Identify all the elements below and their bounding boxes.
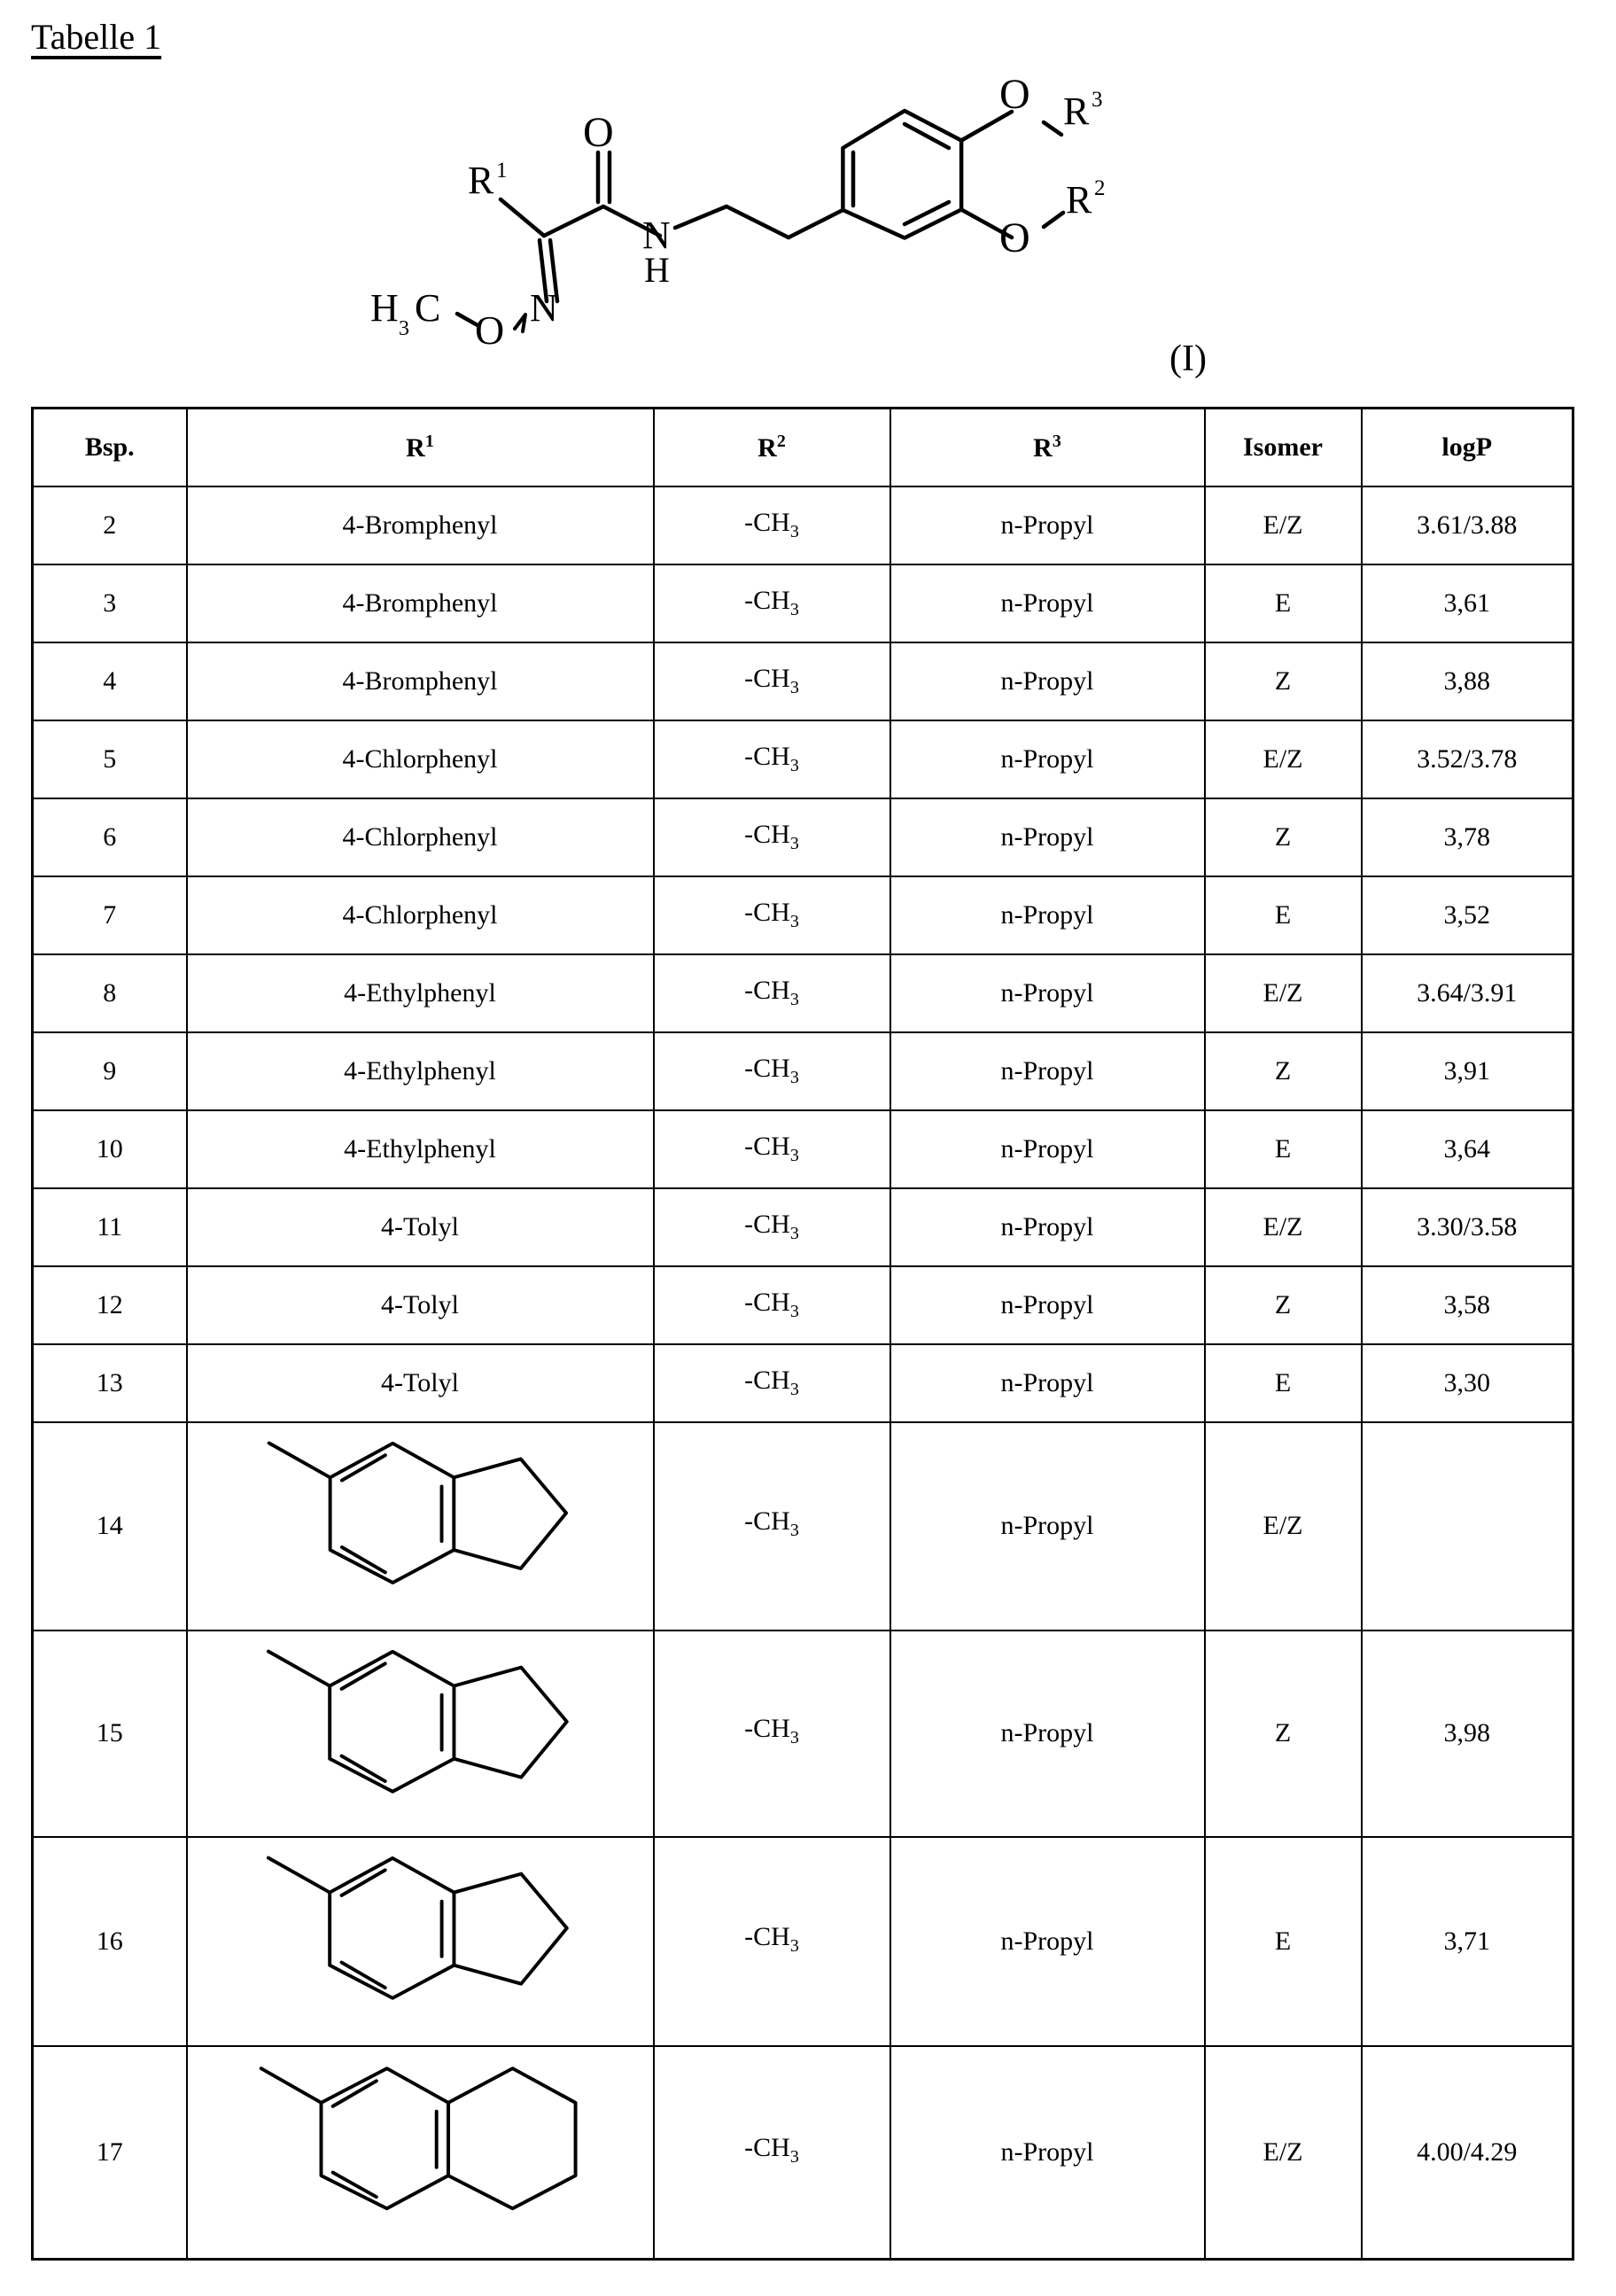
svg-text:1: 1 <box>496 159 508 183</box>
svg-text:O: O <box>475 307 504 353</box>
svg-text:R: R <box>1066 178 1092 222</box>
svg-text:O: O <box>999 214 1030 261</box>
svg-text:O: O <box>999 71 1030 118</box>
svg-text:R: R <box>468 159 494 202</box>
svg-text:3: 3 <box>399 317 409 340</box>
svg-text:O: O <box>583 109 614 156</box>
svg-text:(I): (I) <box>1169 339 1207 379</box>
svg-text:H: H <box>370 286 399 330</box>
svg-text:H: H <box>644 250 670 290</box>
svg-text:N: N <box>530 286 558 330</box>
svg-text:3: 3 <box>1092 88 1103 112</box>
svg-text:C: C <box>415 286 440 330</box>
svg-text:2: 2 <box>1094 176 1106 200</box>
svg-text:R: R <box>1063 90 1090 133</box>
